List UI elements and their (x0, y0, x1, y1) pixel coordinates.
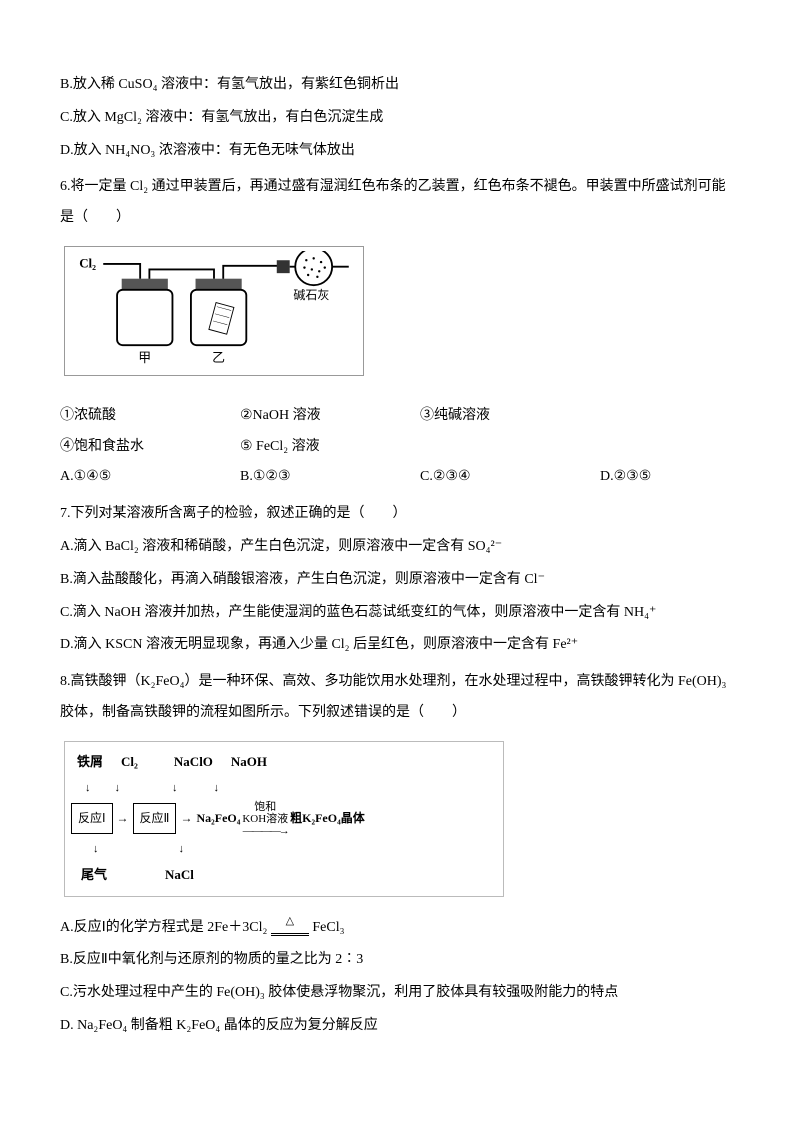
flow-top-2: Cl₂ (121, 748, 138, 777)
tube-mid (149, 269, 214, 278)
reagent-3: ③纯碱溶液 (420, 401, 540, 432)
q6-stem: 6.将一定量 Cl₂ 通过甲装置后，再通过盛有湿润红色布条的乙装置，红色布条不褪… (60, 172, 734, 234)
delta-symbol: △ (286, 915, 294, 927)
q7-opt-a: A.滴入 BaCl₂ 溶液和稀硝酸，产生白色沉淀，则原溶液中一定含有 SO₄²⁻ (60, 532, 734, 563)
flow-out: 粗K₂FeO₄晶体 (290, 805, 365, 831)
flow-top-4: NaOH (231, 748, 267, 777)
q6-opt-d: D.②③⑤ (600, 462, 720, 493)
tube-out (223, 266, 278, 279)
reagent-4: ④饱和食盐水 (60, 432, 180, 463)
drying-bulb (295, 248, 332, 285)
flow-box2: 反应Ⅱ (133, 803, 177, 833)
prev-opt-c: C.放入 MgCl₂ 溶液中：有氢气放出，有白色沉淀生成 (60, 103, 734, 134)
q7-opt-b: B.滴入盐酸酸化，再滴入硝酸银溶液，产生白色沉淀，则原溶液中一定含有 Cl⁻ (60, 565, 734, 596)
q6-apparatus-diagram: Cl₂ 甲 乙 碱石灰 (60, 242, 734, 393)
q8-a-post: FeCl₃ (309, 920, 345, 935)
prev-opt-d: D.放入 NH₄NO₃ 浓溶液中：有无色无味气体放出 (60, 136, 734, 167)
q6-opt-b: B.①②③ (240, 462, 360, 493)
flow-tail1: 尾气 (81, 861, 107, 890)
label-yi: 乙 (212, 350, 225, 365)
flow-mid: Na₂FeO₄ (196, 805, 240, 831)
label-lime: 碱石灰 (293, 288, 329, 302)
reagent-5: ⑤ FeCl₂ 溶液 (240, 432, 360, 463)
flow-box1: 反应Ⅰ (71, 803, 113, 833)
q8-a-pre: A.反应Ⅰ的化学方程式是 2Fe＋3Cl₂ (60, 920, 271, 935)
q6-options: A.①④⑤ B.①②③ C.②③④ D.②③⑤ (60, 462, 734, 493)
tube-in (103, 264, 140, 279)
cap-jia (122, 279, 168, 290)
q7-opt-d: D.滴入 KSCN 溶液无明显现象，再通入少量 Cl₂ 后呈红色，则原溶液中一定… (60, 630, 734, 661)
prev-opt-b: B.放入稀 CuSO₄ 溶液中：有氢气放出，有紫红色铜析出 (60, 70, 734, 101)
q7-opt-c: C.滴入 NaOH 溶液并加热，产生能使湿润的蓝色石蕊试纸变红的气体，则原溶液中… (60, 598, 734, 629)
q6-reagents-row1: ①浓硫酸 ②NaOH 溶液 ③纯碱溶液 (60, 401, 734, 432)
label-jia: 甲 (138, 350, 151, 365)
flow-koh: 饱和 KOH溶液 (242, 801, 288, 825)
reagent-2: ②NaOH 溶液 (240, 401, 360, 432)
reagent-1: ①浓硫酸 (60, 401, 180, 432)
q8-flow-diagram: 铁屑 Cl₂ NaClO NaOH ↓↓↓↓ 反应Ⅰ → 反应Ⅱ → Na₂Fe… (60, 737, 734, 905)
q8-opt-c: C.污水处理过程中产生的 Fe(OH)₃ 胶体使悬浮物聚沉，利用了胶体具有较强吸… (60, 978, 734, 1009)
cap-yi (196, 279, 242, 290)
q8-opt-b: B.反应Ⅱ中氧化剂与还原剂的物质的量之比为 2∶3 (60, 945, 734, 976)
bottle-jia (117, 290, 172, 345)
flow-top-1: 铁屑 (77, 748, 103, 777)
flow-tail2: NaCl (165, 861, 194, 890)
q8-stem: 8.高铁酸钾（K₂FeO₄）是一种环保、高效、多功能饮用水处理剂，在水处理过程中… (60, 667, 734, 729)
q6-opt-a: A.①④⑤ (60, 462, 180, 493)
q7-stem: 7.下列对某溶液所含离子的检验，叙述正确的是（ ） (60, 499, 734, 530)
label-cl2: Cl₂ (79, 256, 96, 271)
stopper (277, 260, 290, 273)
q6-reagents-row2: ④饱和食盐水 ⑤ FeCl₂ 溶液 (60, 432, 734, 463)
q8-opt-a: A.反应Ⅰ的化学方程式是 2Fe＋3Cl₂ △ FeCl₃ (60, 913, 734, 944)
flow-top-3: NaClO (174, 748, 213, 777)
q8-opt-d: D. Na₂FeO₄ 制备粗 K₂FeO₄ 晶体的反应为复分解反应 (60, 1011, 734, 1042)
q6-opt-c: C.②③④ (420, 462, 540, 493)
